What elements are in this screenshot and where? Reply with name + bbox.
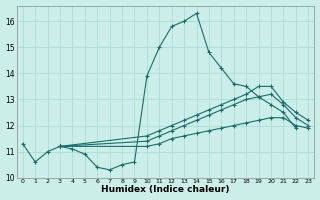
X-axis label: Humidex (Indice chaleur): Humidex (Indice chaleur) [101,185,230,194]
